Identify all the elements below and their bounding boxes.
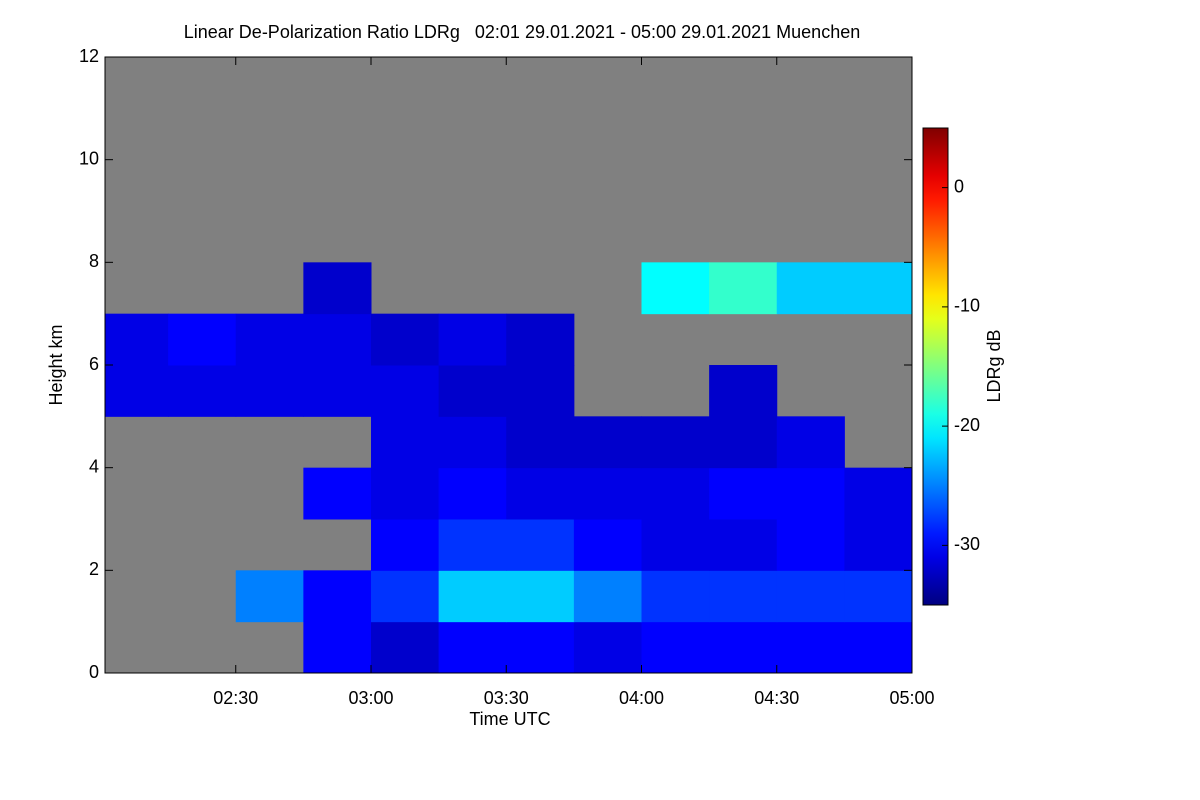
y-tick-label: 0 <box>89 662 99 682</box>
heat-cell <box>506 467 575 520</box>
heat-cell <box>844 570 913 623</box>
heat-cell <box>844 467 913 520</box>
heat-cell <box>303 570 372 623</box>
y-tick-label: 2 <box>89 559 99 579</box>
heat-cell <box>168 365 237 417</box>
heat-cell <box>709 467 778 520</box>
colorbar-tick-label: 0 <box>954 176 964 196</box>
heat-cell <box>641 570 710 623</box>
heat-cell <box>438 621 507 674</box>
x-tick-label: 03:30 <box>484 688 529 708</box>
y-tick-label: 12 <box>79 46 99 66</box>
colorbar-tick-label: -20 <box>954 415 980 435</box>
y-tick-label: 8 <box>89 251 99 271</box>
heat-cell <box>105 365 169 417</box>
colorbar-tick-label: -30 <box>954 534 980 554</box>
heat-cell <box>235 365 304 417</box>
heat-cell <box>303 262 372 315</box>
x-tick-label: 02:30 <box>213 688 258 708</box>
heat-cell <box>709 262 778 315</box>
heat-cell <box>370 519 440 571</box>
heat-cell <box>709 570 778 623</box>
heat-cell <box>370 570 440 623</box>
heat-cell <box>641 621 710 674</box>
heat-cell <box>235 313 304 366</box>
heat-cell <box>303 365 372 417</box>
heat-cell <box>438 416 507 469</box>
heat-cell <box>776 467 845 520</box>
heat-cell <box>844 519 913 571</box>
colorbar <box>922 127 949 606</box>
heat-cell <box>506 365 575 417</box>
heat-cell <box>370 313 440 366</box>
heat-cell <box>844 621 913 674</box>
heat-cell <box>235 570 304 623</box>
heat-cell <box>709 416 778 469</box>
colorbar-label: LDRg dB <box>984 329 1004 402</box>
heat-cell <box>438 467 507 520</box>
heat-cell <box>438 519 507 571</box>
heat-cell <box>776 570 845 623</box>
heat-cell <box>709 621 778 674</box>
heat-cell <box>776 519 845 571</box>
heat-cell <box>573 519 642 571</box>
heat-cell <box>844 262 913 315</box>
heat-cell <box>506 313 575 366</box>
heat-cell <box>438 570 507 623</box>
x-tick-label: 05:00 <box>889 688 934 708</box>
heat-cell <box>573 570 642 623</box>
y-tick-label: 6 <box>89 354 99 374</box>
heat-cell <box>370 365 440 417</box>
heat-cell <box>303 467 372 520</box>
heat-cell <box>573 467 642 520</box>
heat-cell <box>506 621 575 674</box>
colorbar-tick-label: -10 <box>954 296 980 316</box>
x-tick-label: 03:00 <box>348 688 393 708</box>
heat-cell <box>105 313 169 366</box>
heat-cell <box>776 262 845 315</box>
heat-cell <box>506 570 575 623</box>
heat-cell <box>370 467 440 520</box>
heat-cell <box>641 467 710 520</box>
heat-cell <box>303 313 372 366</box>
heat-cell <box>641 519 710 571</box>
heat-cell <box>506 519 575 571</box>
heat-cell <box>438 313 507 366</box>
chart-title: Linear De-Polarization Ratio LDRg 02:01 … <box>184 22 860 42</box>
y-tick-label: 10 <box>79 148 99 168</box>
y-tick-label: 4 <box>89 456 99 476</box>
heat-cell <box>573 416 642 469</box>
y-axis-label: Height km <box>46 324 66 405</box>
heat-cell <box>370 416 440 469</box>
x-tick-label: 04:30 <box>754 688 799 708</box>
heat-cell <box>641 262 710 315</box>
heat-cell <box>573 621 642 674</box>
x-tick-label: 04:00 <box>619 688 664 708</box>
x-axis-label: Time UTC <box>469 709 550 729</box>
heat-cell <box>776 416 845 469</box>
heat-cell <box>709 365 778 417</box>
heat-cell <box>641 416 710 469</box>
heat-cell <box>438 365 507 417</box>
heat-cell <box>776 621 845 674</box>
heat-cell <box>709 519 778 571</box>
heat-cell <box>168 313 237 366</box>
heat-cell <box>506 416 575 469</box>
heat-cell <box>303 621 372 674</box>
heat-cell <box>370 621 440 674</box>
